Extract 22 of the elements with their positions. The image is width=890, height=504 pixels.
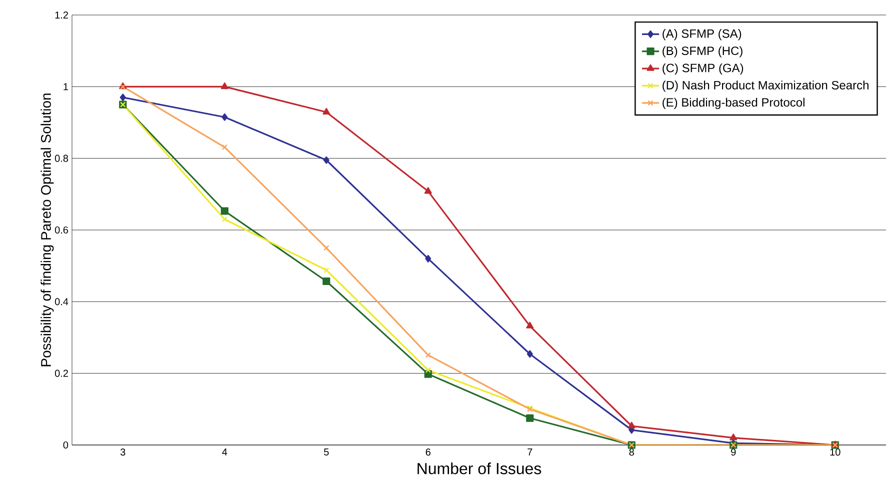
x-tick-label: 6	[426, 448, 430, 456]
legend-label: (D) Nash Product Maximization Search	[662, 80, 868, 92]
legend-label: (A) SFMP (SA)	[662, 29, 742, 40]
y-tick-label: 1.2	[55, 12, 68, 18]
x-tick-label: 7	[528, 448, 532, 456]
y-axis-title: Possibility of finding Pareto Optimal Solution	[40, 94, 54, 366]
y-tick-label: 0.2	[54, 370, 68, 377]
x-tick-label: 5	[324, 448, 329, 456]
x-tick-label: 8	[629, 448, 634, 456]
y-tick-label: 1	[64, 83, 68, 90]
x-tick-label: 3	[120, 448, 126, 456]
y-tick-label: 0.6	[54, 226, 68, 234]
y-tick-label: 0	[63, 441, 68, 449]
x-tick-label: 10	[830, 448, 840, 456]
x-tick-label: 9	[731, 448, 736, 456]
legend-label: (C) SFMP (GA)	[662, 63, 744, 75]
x-tick-label: 4	[222, 448, 228, 456]
y-tick-label: 0.8	[54, 154, 68, 162]
x-axis-title: Number of Issues	[418, 462, 542, 474]
y-tick-label: 0.4	[54, 298, 68, 306]
legend-label: (B) SFMP (HC)	[662, 46, 742, 58]
legend-label: (E) Bidding-based Protocol	[662, 98, 804, 110]
